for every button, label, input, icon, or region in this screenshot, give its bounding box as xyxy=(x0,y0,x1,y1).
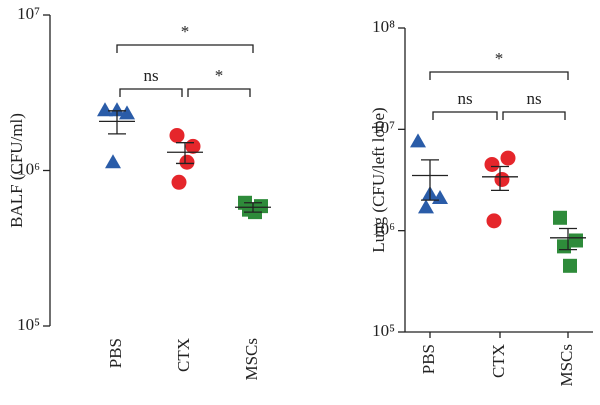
point xyxy=(97,102,113,117)
point xyxy=(185,138,201,154)
panel: 10⁵ 10⁶ 10⁷ 10⁸ Lung (CFU/left lobe) PBS CTX MS… xyxy=(369,17,593,387)
x-tick-label: MSCs xyxy=(557,344,576,387)
y-tick-label: 10⁵ xyxy=(17,315,40,334)
x-tick-label: MSCs xyxy=(242,338,261,381)
error-bar xyxy=(421,159,439,201)
point xyxy=(171,174,187,190)
bracket xyxy=(116,44,254,53)
point xyxy=(484,156,500,172)
bracket xyxy=(187,88,251,97)
point xyxy=(169,127,185,143)
significance-label: ns xyxy=(143,66,158,85)
point xyxy=(500,150,516,166)
bracket xyxy=(432,111,498,120)
y-axis-label: BALF (CFU/ml) xyxy=(7,113,26,228)
significance-label: * xyxy=(215,66,224,85)
point xyxy=(105,154,121,169)
point xyxy=(557,239,571,254)
error-bar xyxy=(108,110,126,135)
significance-label: ns xyxy=(526,89,541,108)
bracket xyxy=(429,71,569,80)
panel: 10⁵ 10⁶ 10⁷ BALF (CFU/ml) PBS CTX MSCs * ns * xyxy=(7,4,271,381)
x-tick-label: PBS xyxy=(419,344,438,374)
point xyxy=(486,213,502,229)
point xyxy=(119,105,135,120)
y-tick-label: 10⁶ xyxy=(372,220,395,239)
y-tick-label: 10⁷ xyxy=(17,4,40,23)
point xyxy=(109,102,125,117)
point xyxy=(418,199,434,214)
point xyxy=(553,210,567,225)
significance-label: * xyxy=(181,22,190,41)
y-axis-label: Lung (CFU/left lobe) xyxy=(369,107,388,252)
x-tick-label: PBS xyxy=(106,338,125,368)
error-bar xyxy=(176,142,194,165)
y-tick-label: 10⁶ xyxy=(17,159,40,178)
error-bar xyxy=(559,227,577,251)
point xyxy=(410,133,426,148)
point xyxy=(494,171,510,187)
x-tick-label: CTX xyxy=(174,338,193,372)
error-bar xyxy=(244,202,262,213)
significance-label: ns xyxy=(457,89,472,108)
bracket xyxy=(119,88,183,97)
y-tick-label: 10⁷ xyxy=(372,118,395,137)
point xyxy=(179,154,195,170)
bracket xyxy=(502,111,566,120)
point xyxy=(563,258,577,273)
y-tick-label: 10⁸ xyxy=(372,17,395,36)
x-tick-label: CTX xyxy=(489,344,508,378)
error-bar xyxy=(491,165,509,191)
y-tick-label: 10⁵ xyxy=(372,321,395,340)
point xyxy=(569,233,583,248)
significance-label: * xyxy=(495,49,504,68)
